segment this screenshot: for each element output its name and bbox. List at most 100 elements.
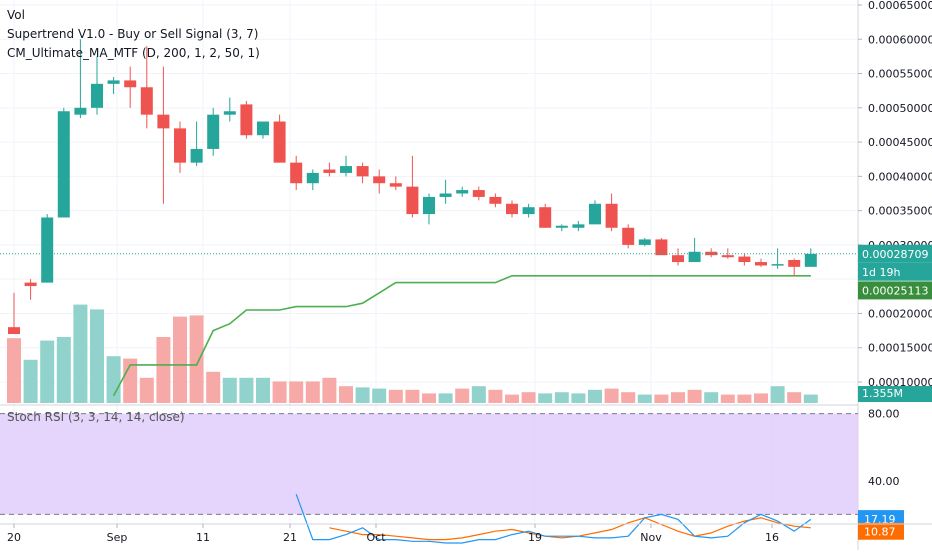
candle <box>655 238 668 256</box>
volume-bar <box>256 377 270 403</box>
candle <box>638 238 651 247</box>
time-tick-label: 11 <box>196 531 210 544</box>
candle <box>721 248 734 259</box>
candle <box>472 186 485 201</box>
volume-bars <box>7 304 818 403</box>
volume-bar <box>720 394 735 403</box>
volume-bar <box>538 393 553 403</box>
candle <box>506 200 518 218</box>
price-tick-label: 0.00050000 <box>868 102 932 115</box>
volume-bar <box>455 388 470 403</box>
price-tick-label: 0.00045000 <box>868 136 932 149</box>
candle <box>273 114 286 163</box>
volume-bar <box>322 377 337 403</box>
last-price-tag-text: 0.00028709 <box>862 248 928 261</box>
time-tick-label: 20 <box>7 531 21 544</box>
volume-bar <box>239 377 254 403</box>
volume-bar <box>588 389 602 403</box>
candle-body <box>622 227 635 245</box>
volume-bar <box>40 340 55 403</box>
volume-bar <box>488 389 503 403</box>
candle <box>290 155 303 191</box>
volume-bar <box>737 394 752 403</box>
candle-body <box>572 224 585 228</box>
candle-body <box>804 253 817 267</box>
volume-bar <box>803 394 818 403</box>
countdown-tag-text: 1d 19h <box>862 266 900 279</box>
last-price-tag-bg <box>858 244 932 263</box>
candle <box>389 176 402 191</box>
candle-body <box>489 196 502 204</box>
rsi-band <box>0 413 858 515</box>
countdown-tag-bg <box>858 262 932 281</box>
price-tick-label: 0.00060000 <box>868 33 932 46</box>
volume-bar <box>222 377 237 403</box>
rsi-tick-label: 80.00 <box>868 408 900 421</box>
candle-body <box>91 83 103 108</box>
candle-body <box>655 239 668 256</box>
candle-body <box>207 114 220 149</box>
time-tick-label: 21 <box>283 531 297 544</box>
volume-bar <box>654 394 669 403</box>
price-tick-label: 0.00010000 <box>868 376 932 389</box>
candle-body <box>273 121 286 163</box>
stoch-d-tag-text: 10.87 <box>864 526 896 539</box>
candle-body <box>389 183 402 187</box>
volume-tag-bg <box>858 386 932 402</box>
candle-body <box>74 107 87 115</box>
candle <box>804 248 817 267</box>
volume-bar <box>687 389 702 403</box>
volume-bar <box>704 392 719 403</box>
candle-body <box>107 80 120 84</box>
price-tick-label: 0.00015000 <box>868 342 932 355</box>
legend-supertrend: Supertrend V1.0 - Buy or Sell Signal (3,… <box>7 27 259 41</box>
volume-bar <box>505 394 519 403</box>
candle <box>555 224 568 232</box>
volume-bar <box>189 315 204 403</box>
time-tick-label: 19 <box>528 531 542 544</box>
candle-body <box>539 207 552 228</box>
price-tick-label: 0.00035000 <box>868 205 932 218</box>
stoch-k-line <box>295 493 812 544</box>
volume-bar <box>388 389 403 403</box>
candle-body <box>423 196 435 215</box>
candle <box>456 186 469 197</box>
candle <box>57 107 70 218</box>
candle <box>24 279 37 300</box>
volume-bar <box>405 389 420 403</box>
volume-bar <box>770 386 785 403</box>
volume-tag-text: 1.355M <box>862 387 903 400</box>
candle <box>406 155 419 218</box>
candle-body <box>506 203 518 215</box>
candle-body <box>688 251 701 263</box>
time-tick-label: Oct <box>366 531 386 544</box>
candle-body <box>240 104 253 136</box>
last-price-tag: 0.00028709 <box>858 244 932 263</box>
candle <box>738 253 751 266</box>
candle <box>323 162 336 177</box>
candle <box>688 238 701 263</box>
candle <box>589 200 601 225</box>
candle-body <box>605 203 618 228</box>
price-tick-label: 0.00055000 <box>868 68 932 81</box>
candle <box>124 66 137 108</box>
volume-bar <box>206 371 221 403</box>
stoch-d-tag-bg <box>858 522 904 540</box>
candle <box>306 169 319 191</box>
candle-body <box>406 186 419 215</box>
candle-body <box>340 166 352 173</box>
supertrend-line <box>112 274 811 397</box>
candle-body <box>721 255 734 258</box>
candle <box>522 203 535 218</box>
candle <box>539 203 552 228</box>
legend-ma: CM_Ultimate_MA_MTF (D, 200, 1, 2, 50, 1) <box>7 46 260 60</box>
candle-body <box>323 169 336 173</box>
candle <box>140 46 153 129</box>
volume-bar <box>73 304 88 403</box>
candle-body <box>140 87 153 115</box>
volume-bar <box>156 337 171 403</box>
candle <box>240 100 253 139</box>
volume-bar <box>372 388 387 403</box>
